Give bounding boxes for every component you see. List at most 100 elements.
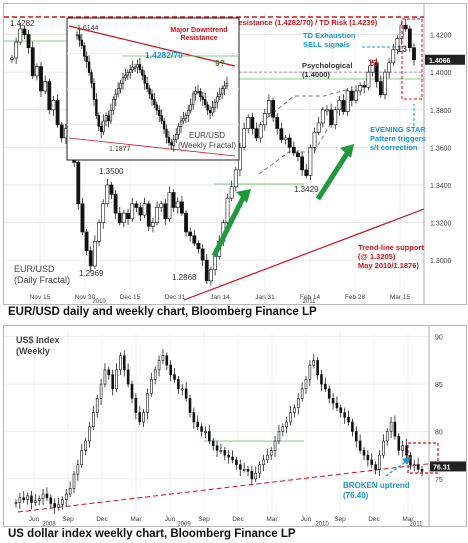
eurusd-candle bbox=[196, 242, 201, 250]
eurusd-candle bbox=[18, 28, 23, 43]
y-tick-label: 90 bbox=[435, 335, 443, 342]
eurusd-candle bbox=[358, 85, 363, 92]
x-tick-label: Nov 30 bbox=[75, 294, 96, 301]
eurusd-candle bbox=[22, 28, 27, 35]
dxy-chart-caption: US dollar index weekly chart, Bloomberg … bbox=[8, 528, 296, 540]
eurusd-candle bbox=[374, 62, 379, 82]
dxy-candle bbox=[22, 497, 26, 500]
x-tick-label: Mar 15 bbox=[390, 294, 411, 301]
resistance-annotation: Resistance (1.4282/70) / TD Risk (1.4239… bbox=[233, 18, 378, 27]
y-tick-label: 1.3200 bbox=[430, 221, 452, 228]
weekly-candle bbox=[80, 39, 84, 46]
psychological-annotation: (1.4000) bbox=[302, 70, 330, 79]
dxy-candle bbox=[204, 431, 207, 433]
dxy-candle bbox=[393, 421, 397, 437]
dxy-candle bbox=[196, 421, 200, 428]
dxy-candle bbox=[30, 495, 33, 503]
weekly-candle bbox=[133, 66, 137, 69]
eurusd-candle bbox=[300, 156, 305, 171]
weekly-candle bbox=[220, 88, 224, 95]
eurusd-candle bbox=[146, 203, 151, 227]
weekly-candle bbox=[85, 56, 88, 63]
eurusd-candle bbox=[39, 66, 43, 92]
inset-title: EUR/USD bbox=[189, 131, 225, 140]
eurusd-candle bbox=[283, 137, 288, 141]
price-label: 1.2969 bbox=[79, 269, 104, 278]
y-tick-label: 1.3800 bbox=[430, 108, 452, 115]
weekly-candle bbox=[116, 88, 120, 95]
dxy-candle bbox=[88, 426, 91, 442]
dxy-candle bbox=[312, 360, 316, 366]
dxy-candle bbox=[219, 450, 223, 452]
dxy-candle bbox=[173, 374, 176, 380]
eurusd-candle bbox=[51, 100, 56, 111]
dxy-candle bbox=[289, 412, 292, 423]
inset-support-line bbox=[68, 137, 236, 157]
x-tick-label: Nov 15 bbox=[30, 294, 51, 301]
eurusd-candle bbox=[30, 47, 35, 77]
year-label: 2008 bbox=[42, 522, 56, 527]
eurusd-candle bbox=[271, 100, 275, 118]
dxy-candle bbox=[177, 379, 180, 390]
weekly-candle bbox=[218, 93, 221, 98]
weekly-candle bbox=[102, 120, 105, 133]
dxy-candle bbox=[200, 426, 203, 432]
dxy-candle bbox=[277, 431, 281, 442]
dxy-candle bbox=[76, 464, 80, 475]
broken-arrow bbox=[385, 459, 409, 477]
eurusd-candle bbox=[188, 231, 193, 237]
eurusd-candle bbox=[26, 34, 31, 49]
x-tick-label: Sep bbox=[198, 516, 210, 523]
td-exhaustion-annotation: TD Exhaustion bbox=[303, 31, 356, 40]
pattern-line bbox=[261, 88, 350, 123]
dxy-candle bbox=[165, 355, 169, 366]
last-price-label: 1.4066 bbox=[429, 58, 451, 65]
chart-title: (Daily Fractal) bbox=[14, 275, 70, 285]
dxy-candle bbox=[119, 355, 122, 371]
dxy-candle bbox=[146, 393, 149, 413]
trendline-support bbox=[183, 208, 425, 301]
up-arrow-2-head bbox=[340, 144, 354, 158]
trendline-annotation: Trend-line support bbox=[358, 243, 424, 252]
dxy-candle bbox=[99, 383, 103, 399]
last-price-box bbox=[425, 54, 465, 65]
x-tick-label: Mar bbox=[266, 516, 278, 523]
dxy-candle bbox=[115, 369, 118, 390]
weekly-candle bbox=[92, 82, 96, 100]
eurusd-candle bbox=[412, 47, 416, 61]
dxy-candle bbox=[53, 503, 56, 508]
dxy-candle bbox=[374, 464, 377, 470]
dxy-candle bbox=[61, 499, 64, 505]
dxy-candle bbox=[126, 369, 130, 385]
eurusd-candle bbox=[354, 90, 358, 101]
x-tick-label: Jun bbox=[165, 516, 176, 523]
dxy-candle bbox=[227, 454, 230, 458]
dxy-candle bbox=[351, 421, 354, 432]
dxy-candle bbox=[111, 374, 114, 390]
dxy-weekly-chart: 90 85 80 75 Jun Sep Dec Mar Jun Sep Dec Mar Jun Sep De… bbox=[4, 326, 466, 526]
eurusd-candle bbox=[76, 162, 81, 205]
weekly-candle bbox=[223, 85, 226, 89]
eurusd-candle bbox=[407, 28, 412, 49]
eurusd-candle bbox=[101, 203, 106, 223]
up-arrow-1-head bbox=[236, 189, 251, 203]
dxy-candle bbox=[296, 398, 300, 409]
dxy-candle bbox=[335, 402, 339, 409]
weekly-candle bbox=[160, 115, 163, 122]
weekly-candle bbox=[129, 69, 132, 73]
dxy-candle bbox=[293, 407, 296, 413]
dxy-candle bbox=[269, 450, 273, 456]
eurusd-candle bbox=[10, 57, 14, 60]
dxy-candle bbox=[37, 498, 41, 501]
eurusd-candle bbox=[34, 66, 39, 77]
broken-arrow-head bbox=[402, 457, 411, 465]
eurusd-candle bbox=[287, 137, 292, 148]
eurusd-candle bbox=[320, 109, 325, 124]
eurusd-candle bbox=[59, 124, 64, 139]
weekly-inset: 1.6144 1.1877 1.4282/70 9? Major DowntrendRe… bbox=[66, 17, 240, 161]
dxy-candle bbox=[420, 469, 424, 472]
downtrend-annotation: Major Downtrend bbox=[170, 27, 227, 34]
eurusd-candle bbox=[291, 147, 296, 154]
dxy-candle bbox=[354, 431, 358, 442]
dxy-candle bbox=[18, 497, 22, 503]
